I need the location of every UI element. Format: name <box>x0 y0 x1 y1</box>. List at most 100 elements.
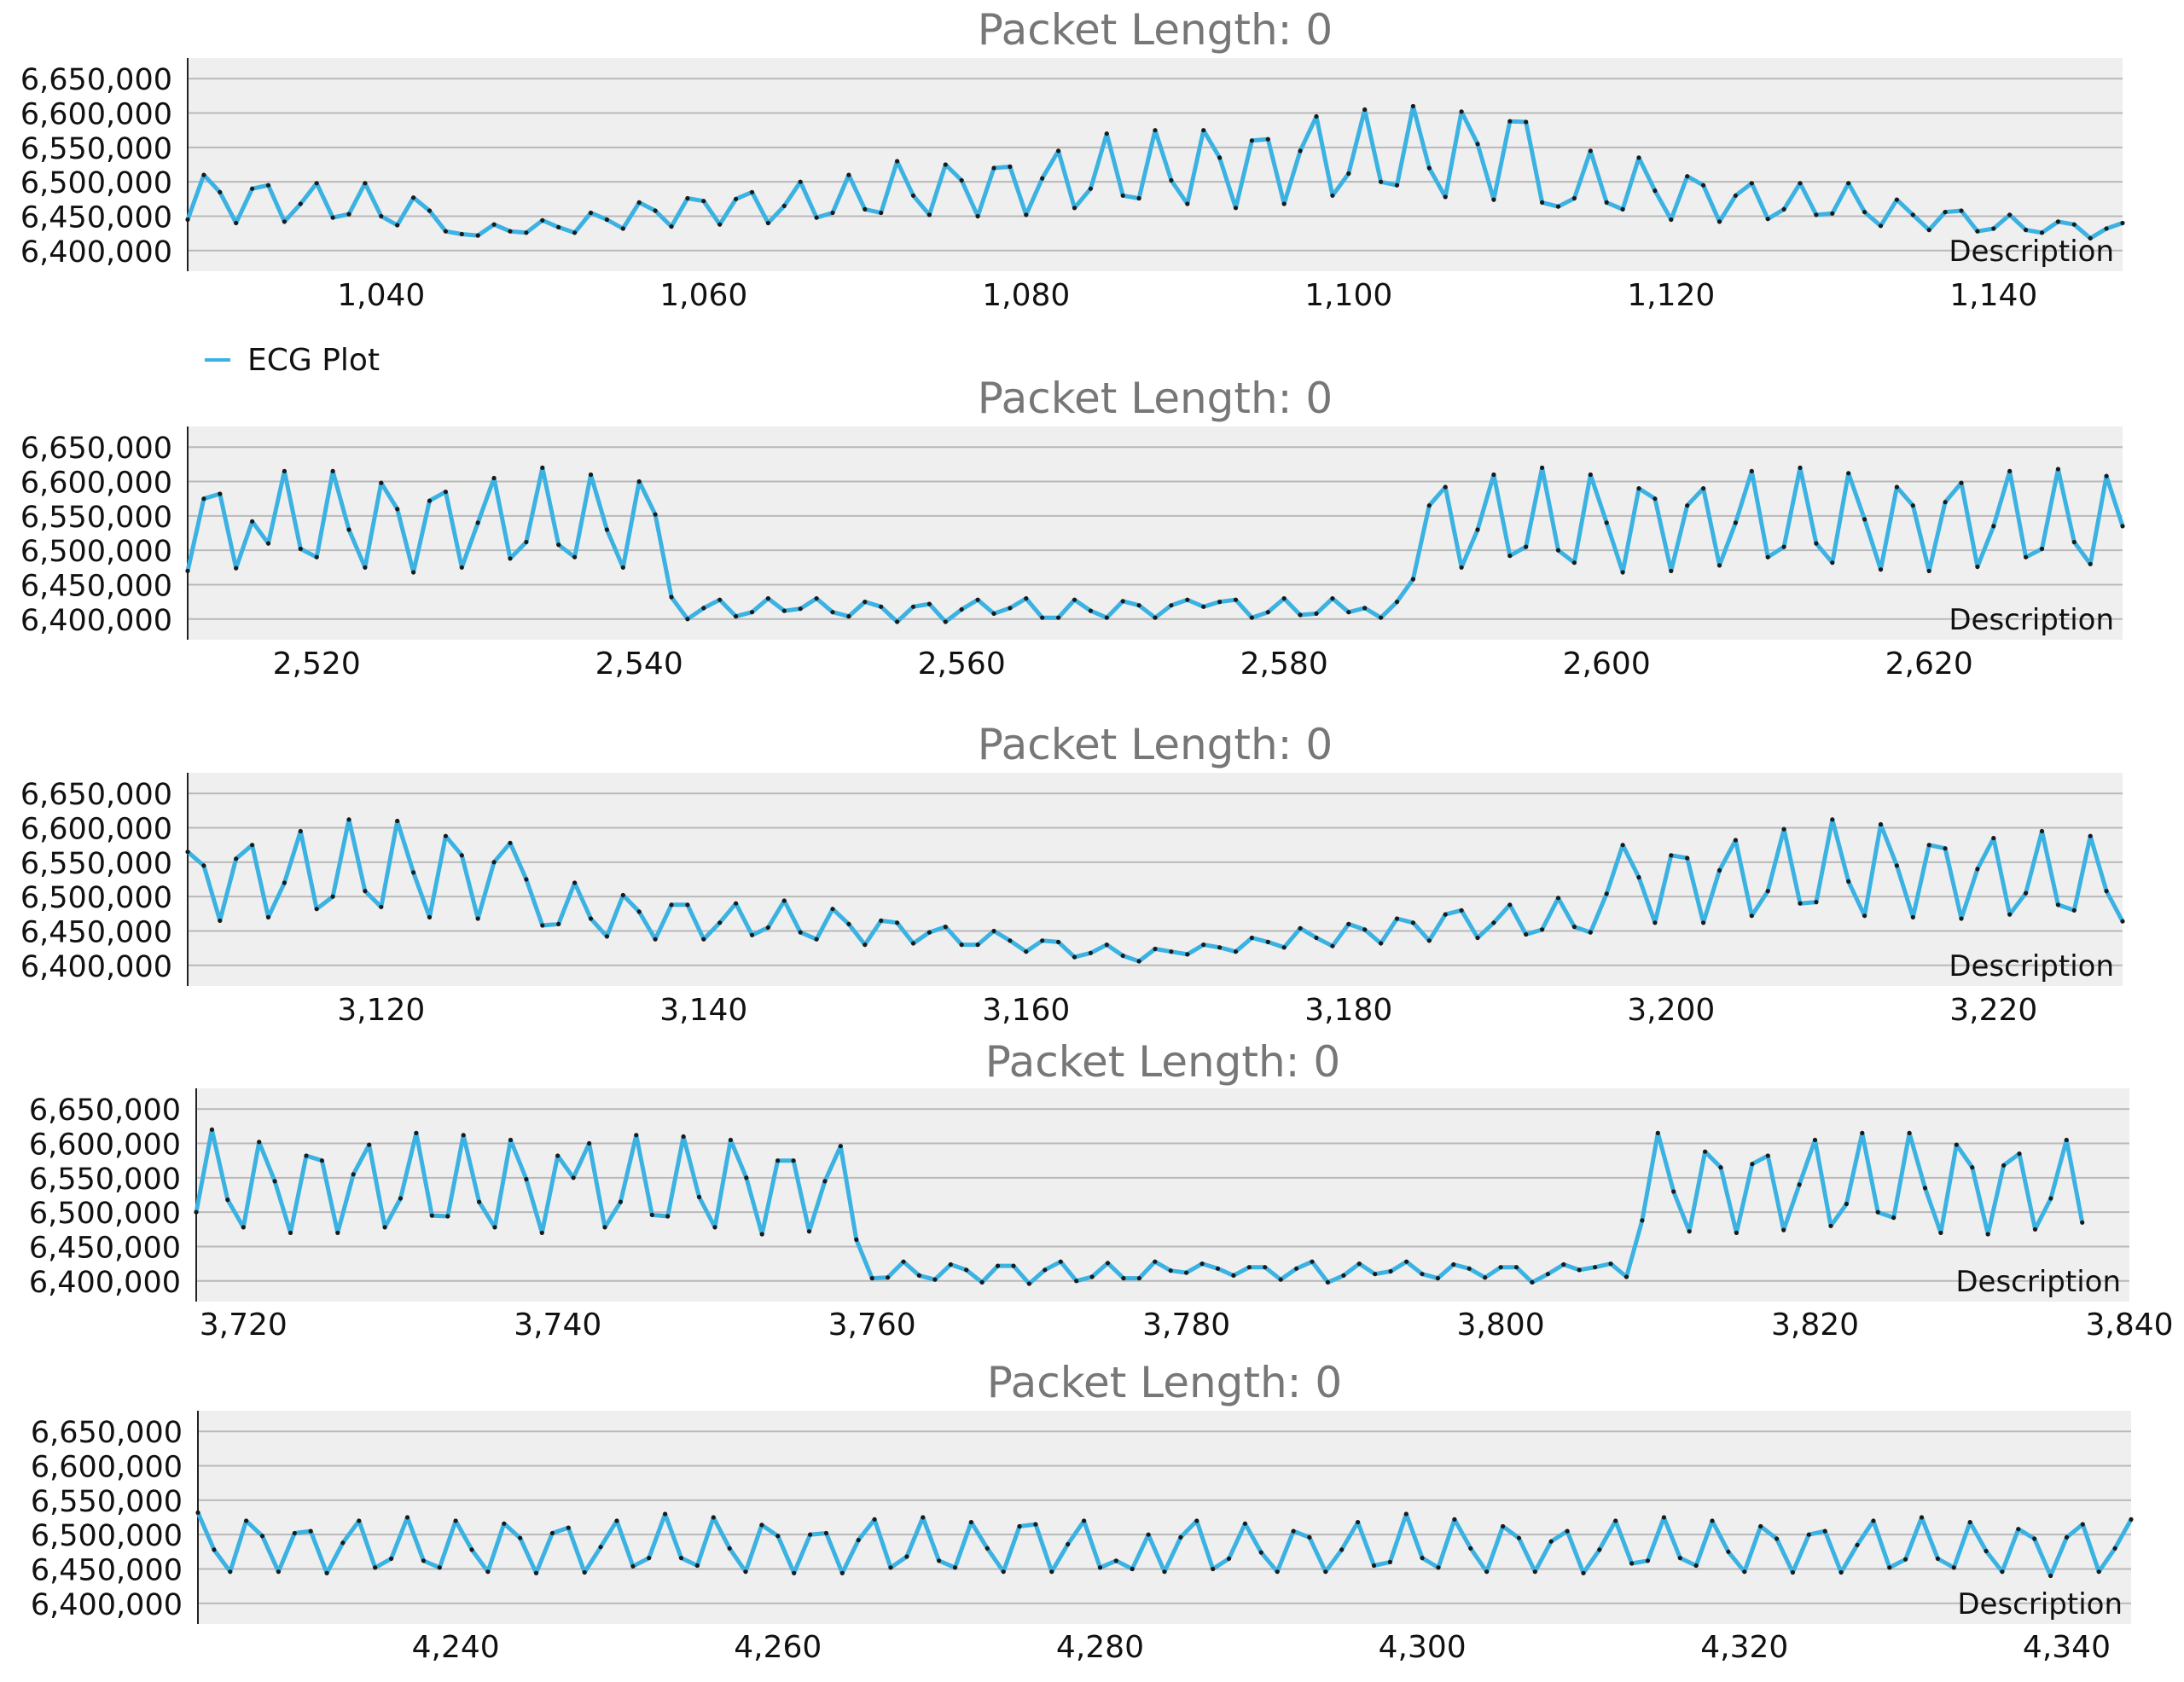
data-point <box>926 930 932 935</box>
data-point <box>1088 186 1093 191</box>
data-point <box>910 604 916 609</box>
data-point <box>566 1525 571 1530</box>
data-point <box>759 1232 764 1237</box>
x-tick-label: 2,620 <box>1885 647 1973 682</box>
data-point <box>1231 1273 1236 1278</box>
data-point <box>259 1534 265 1539</box>
data-point <box>991 928 996 934</box>
data-point <box>1701 486 1706 491</box>
data-point <box>781 898 787 903</box>
data-point <box>1750 1162 1755 1167</box>
data-point <box>1878 821 1884 827</box>
data-point <box>1875 1209 1880 1215</box>
data-point <box>1830 817 1835 822</box>
data-point <box>1278 1277 1283 1282</box>
data-point <box>1136 195 1141 201</box>
data-point <box>959 942 964 948</box>
data-point <box>2048 1196 2053 1201</box>
data-point <box>932 1277 938 1282</box>
data-point <box>1169 177 1174 183</box>
data-point <box>620 226 625 231</box>
data-point <box>1184 1270 1189 1275</box>
data-point <box>218 491 223 496</box>
data-point <box>1758 1523 1763 1529</box>
data-point <box>1233 597 1239 602</box>
legend[interactable]: ECG Plot <box>205 337 380 383</box>
data-point <box>901 1259 906 1264</box>
data-point <box>1774 1536 1780 1541</box>
data-point <box>854 1237 859 1242</box>
data-point <box>201 172 206 177</box>
data-point <box>765 596 771 601</box>
data-point <box>895 159 900 164</box>
legend-swatch-icon <box>205 358 230 362</box>
data-point <box>1426 165 1432 171</box>
x-tick-label: 2,560 <box>918 647 1006 682</box>
data-point <box>1169 603 1174 608</box>
data-point <box>1555 204 1561 209</box>
data-point <box>524 539 529 545</box>
data-point <box>1991 836 1996 841</box>
data-point <box>1339 1547 1345 1552</box>
data-point <box>1671 1189 1676 1194</box>
data-point <box>1120 599 1125 604</box>
data-point <box>1951 1565 1956 1570</box>
data-point <box>1716 867 1722 873</box>
data-point <box>1294 1266 1299 1271</box>
data-point <box>765 220 771 226</box>
data-point <box>475 520 480 525</box>
plot-area <box>198 1411 2131 1624</box>
y-tick-label: 6,400,000 <box>31 1588 183 1622</box>
data-point <box>201 496 206 502</box>
data-point <box>1524 119 1529 125</box>
data-point <box>282 880 287 885</box>
data-point <box>539 1230 544 1235</box>
data-point <box>1588 148 1593 154</box>
data-point <box>250 843 255 848</box>
data-point <box>916 1273 921 1278</box>
data-point <box>1088 608 1093 613</box>
data-point <box>1403 1511 1409 1517</box>
data-point <box>540 465 545 471</box>
data-point <box>1314 611 1319 617</box>
data-point <box>1459 908 1464 913</box>
data-point <box>1217 600 1223 605</box>
data-point <box>1919 1515 1925 1520</box>
data-point <box>2039 230 2045 235</box>
data-point <box>717 222 723 227</box>
x-tick-label: 3,800 <box>1457 1308 1545 1343</box>
data-point <box>985 1546 990 1551</box>
data-point <box>1281 596 1287 601</box>
data-point <box>1346 610 1351 615</box>
data-point <box>1593 1265 1598 1270</box>
y-tick-label: 6,400,000 <box>20 604 172 638</box>
data-point <box>1153 1259 1158 1264</box>
data-point <box>1588 472 1593 478</box>
data-point <box>1669 853 1674 858</box>
data-point <box>1798 465 1803 471</box>
data-point <box>921 1515 926 1520</box>
data-point <box>1636 486 1641 491</box>
data-point <box>588 472 594 478</box>
data-point <box>2024 890 2029 896</box>
chart-description: Description <box>1949 949 2114 983</box>
data-point <box>1812 1137 1818 1143</box>
data-point <box>1373 1272 1378 1277</box>
data-point <box>1613 1518 1618 1523</box>
data-point <box>701 606 706 611</box>
data-point <box>943 162 948 167</box>
data-point <box>429 1213 434 1218</box>
data-point <box>1153 946 1158 952</box>
data-point <box>1577 1267 1582 1273</box>
data-point <box>1314 935 1319 941</box>
x-tick-label: 2,580 <box>1240 647 1328 682</box>
data-point <box>1798 901 1803 906</box>
x-tick-label: 4,300 <box>1379 1630 1467 1665</box>
chart-description: Description <box>1957 1587 2123 1621</box>
data-point <box>1685 856 1690 861</box>
data-point <box>1855 1542 1860 1547</box>
data-point <box>1356 1262 1362 1267</box>
data-point <box>1215 1266 1221 1271</box>
data-point <box>475 916 480 921</box>
